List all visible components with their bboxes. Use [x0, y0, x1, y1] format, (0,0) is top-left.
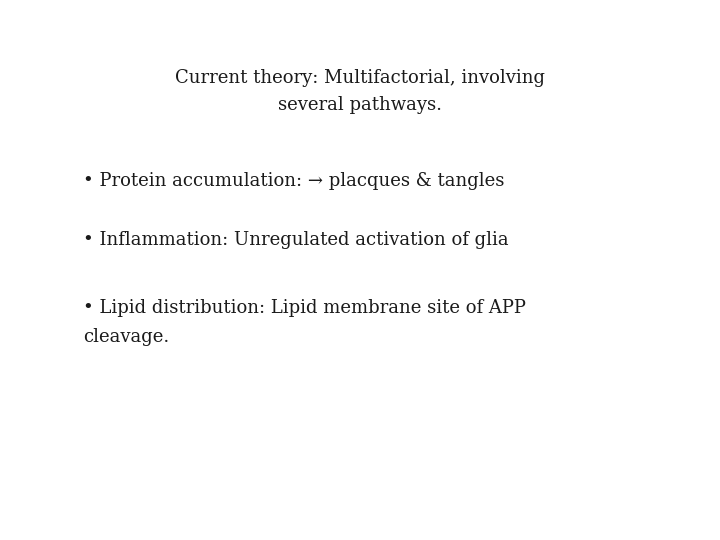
- Text: cleavage.: cleavage.: [83, 328, 169, 347]
- Text: • Protein accumulation: → placques & tangles: • Protein accumulation: → placques & tan…: [83, 172, 504, 190]
- Text: several pathways.: several pathways.: [278, 96, 442, 114]
- Text: • Inflammation: Unregulated activation of glia: • Inflammation: Unregulated activation o…: [83, 231, 508, 249]
- Text: Current theory: Multifactorial, involving: Current theory: Multifactorial, involvin…: [175, 69, 545, 87]
- Text: • Lipid distribution: Lipid membrane site of APP: • Lipid distribution: Lipid membrane sit…: [83, 299, 526, 317]
